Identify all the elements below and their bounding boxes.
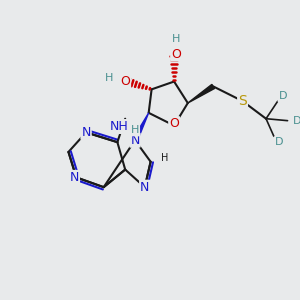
Text: O: O <box>171 48 181 61</box>
Text: O: O <box>120 75 130 88</box>
Text: N: N <box>130 134 140 147</box>
Text: H: H <box>105 73 114 82</box>
Text: N: N <box>140 181 149 194</box>
Text: O: O <box>169 117 179 130</box>
Text: D: D <box>274 137 283 147</box>
Polygon shape <box>188 84 214 103</box>
Text: N: N <box>81 126 91 139</box>
Text: S: S <box>238 94 247 108</box>
Polygon shape <box>133 113 149 141</box>
Text: H: H <box>160 153 168 163</box>
Text: H: H <box>172 34 180 44</box>
Text: D: D <box>293 116 300 126</box>
Text: NH: NH <box>110 120 129 133</box>
Text: D: D <box>278 91 287 101</box>
Text: N: N <box>70 171 79 184</box>
Text: H: H <box>131 125 139 135</box>
